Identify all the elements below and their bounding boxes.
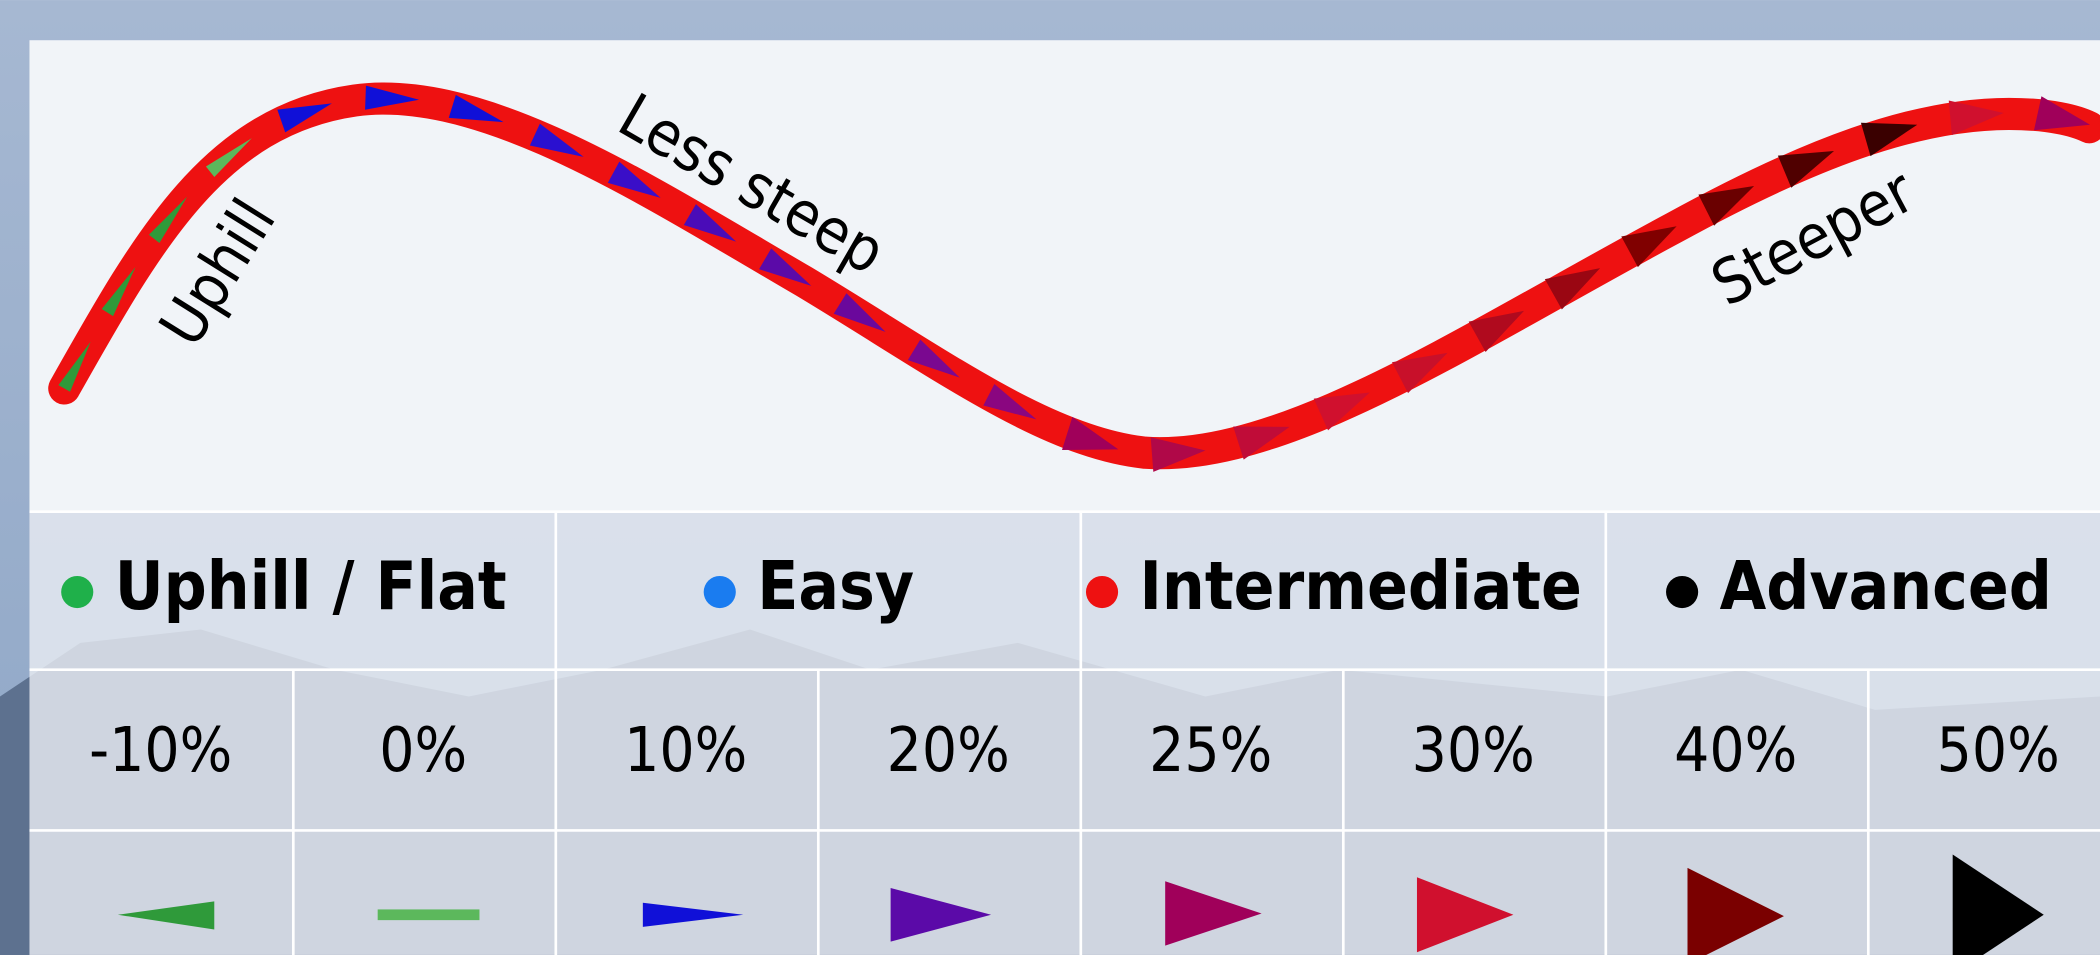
arrow-symbol xyxy=(117,901,215,930)
legend-dot xyxy=(703,575,736,609)
curve-arrow xyxy=(148,196,188,243)
grade-label: 0% xyxy=(379,714,467,786)
curve-arrow xyxy=(1061,416,1119,451)
legend-dot xyxy=(1085,575,1119,609)
arrow-symbol xyxy=(890,887,992,942)
curve-arrow xyxy=(683,204,737,242)
curve-arrow xyxy=(1391,352,1448,394)
grade-label: 25% xyxy=(1149,714,1272,786)
curve-arrow xyxy=(1468,310,1524,353)
arrow-symbol xyxy=(1687,867,1784,955)
curve-arrow xyxy=(759,248,812,286)
table-panel xyxy=(29,511,2100,955)
grade-label: 40% xyxy=(1674,714,1797,786)
curve-arrow xyxy=(1777,151,1835,188)
legend-dot xyxy=(61,575,94,609)
curve-arrows xyxy=(58,85,2091,472)
table-lines xyxy=(29,510,2100,955)
curve-arrow xyxy=(1150,437,1206,472)
curve-arrow xyxy=(448,94,504,123)
grade-label: 20% xyxy=(887,714,1010,786)
legend-label: Intermediate xyxy=(1140,547,1582,625)
curve-arrow xyxy=(833,293,886,332)
curve-arrow xyxy=(58,341,91,392)
curve-arrow xyxy=(1233,426,1290,460)
curve-arrow xyxy=(101,266,136,317)
legend-label: Advanced xyxy=(1720,547,2052,625)
grade-symbols xyxy=(117,854,2044,955)
curve-arrow xyxy=(1544,268,1601,310)
arrow-symbol xyxy=(642,902,744,927)
arrow-symbol xyxy=(1165,881,1262,946)
curve-arrow xyxy=(2033,96,2091,131)
curve-arrow xyxy=(365,85,420,110)
curve-arrow xyxy=(529,123,584,157)
curve-arrow xyxy=(607,161,661,198)
curve-arrow xyxy=(1313,392,1370,431)
curve-arrow xyxy=(1621,226,1677,268)
grades: -10% 0% 10% 20% 25% 30% 40% 50% xyxy=(89,714,2060,786)
grade-label: -10% xyxy=(89,714,232,786)
curve-arrow xyxy=(983,384,1037,420)
legend-label: Easy xyxy=(757,547,914,625)
grade-label: 50% xyxy=(1937,714,2060,786)
grade-label: 30% xyxy=(1412,714,1535,786)
curve-arrow xyxy=(907,339,960,378)
arrow-symbol xyxy=(1416,877,1514,953)
curve-arrow xyxy=(1698,186,1755,226)
grade-label: 10% xyxy=(624,714,747,786)
flat-symbol xyxy=(377,909,480,921)
curve-arrow xyxy=(205,138,252,177)
curve-arrow xyxy=(1860,122,1918,157)
legend-label: Uphill / Flat xyxy=(115,547,507,625)
legend: Uphill / Flat Easy Intermediate Advanced xyxy=(61,547,2052,625)
curve-arrow xyxy=(1948,100,2004,136)
legend-dot xyxy=(1666,575,1699,609)
arrow-symbol xyxy=(1952,854,2044,955)
curve-arrow xyxy=(277,103,332,133)
